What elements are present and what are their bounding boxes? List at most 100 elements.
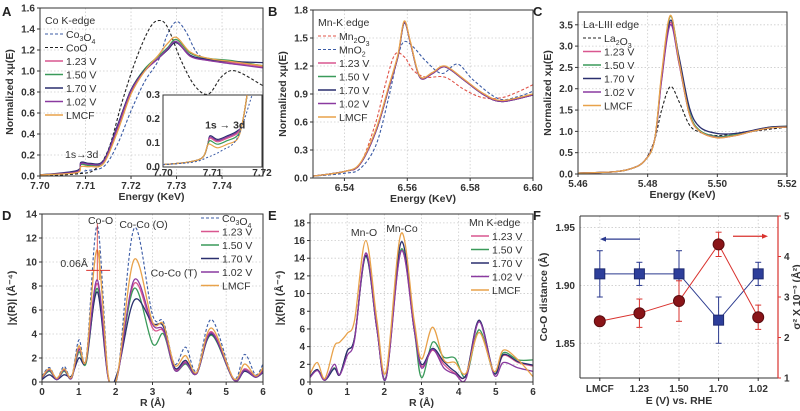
x-axis-label: Energy (KeV) [390, 193, 456, 205]
y-tick-label: 4 [299, 342, 305, 353]
data-point-circle [673, 295, 685, 308]
inset-series-line [162, 94, 248, 166]
legend-title: Mn K-edge [469, 217, 521, 229]
y-tick-label: 0.0 [21, 172, 35, 183]
x-tick-label: 1 [344, 387, 350, 398]
legend-label: 1.50 V [339, 72, 369, 84]
annotation-co-co-t: Co-Co (T) [151, 267, 198, 279]
left-arrow-head [600, 236, 606, 242]
data-point-circle [752, 311, 765, 324]
y-tick-label-right: 2 [784, 333, 790, 344]
legend-label: 1.02 V [492, 272, 522, 284]
legend-title: Mn-K edge [318, 17, 370, 29]
y-tick-label: 2.0 [559, 84, 573, 95]
x-tick-label: 6.60 [523, 183, 543, 194]
annotation-co-o: Co-O [88, 215, 113, 227]
inset: 7.70 7.71 7.72 0.0 0.1 0.2 0.3 1s → 3d [146, 90, 272, 179]
y-tick-label: 8 [299, 307, 305, 318]
x-tick-label: 5.52 [777, 179, 797, 190]
legend-label: Co3O4 [66, 29, 96, 46]
y-tick-label-left: 1.95 [556, 223, 576, 234]
plot-frame [309, 213, 534, 383]
x-axis-label: E (V) vs. RHE [646, 395, 713, 407]
legend-label: 1.70 V [604, 74, 634, 86]
series-group [310, 232, 533, 382]
x-tick-label: 7.74 [212, 181, 232, 192]
legend-label: 1.23 V [66, 56, 96, 68]
y-tick-label: 2.5 [559, 63, 573, 74]
x-tick-label: 7.73 [167, 181, 187, 192]
inset-x-tick: 7.71 [203, 168, 223, 179]
x-tick-label: LMCF [586, 384, 614, 395]
panel-label: B [268, 4, 277, 19]
series-line-lmcf [310, 232, 533, 380]
x-tick-label: 6.58 [460, 183, 480, 194]
x-axis-label: Energy (KeV) [650, 189, 716, 201]
x-axis-label: Energy (KeV) [119, 191, 185, 203]
y-tick-label: 10 [26, 258, 38, 269]
x-tick-label: 5 [493, 387, 499, 398]
legend-label: 1.70 V [222, 254, 252, 266]
panel-label: E [268, 208, 277, 223]
x-tick-label: 3 [150, 387, 156, 398]
series-line-lmcf [42, 249, 263, 382]
y-tick-label: 1.2 [294, 62, 308, 73]
x-tick-label: 1.23 [630, 384, 650, 395]
y-tick-label: 10 [294, 289, 306, 300]
legend-label: 1.02 V [66, 97, 96, 109]
data-point-square [752, 268, 764, 280]
x-tick-label: 3 [419, 387, 425, 398]
y-tick-label: 0.0 [559, 170, 573, 181]
legend-title: La-LIII edge [583, 19, 639, 31]
y-axis-label: |χ(R)| (Å⁻⁴) [273, 271, 286, 326]
x-tick-label: 5 [223, 387, 229, 398]
y-tick-label: 1.8 [294, 6, 308, 17]
y-tick-label: 3.0 [559, 42, 573, 53]
data-point-circle [593, 315, 606, 328]
y-tick-label: 1.6 [21, 4, 35, 15]
y-tick-label: 1.0 [21, 67, 35, 78]
annotation-mn-o: Mn-O [351, 227, 377, 239]
y-tick-label: 12 [294, 271, 306, 282]
panel-a: A 7.70 7.71 7.72 7.73 7.74 0.0 0.2 0.4 0.6 0.8 1.0 1… [2, 4, 272, 204]
y-tick-label: 6 [299, 324, 305, 335]
legend-label: 1.50 V [604, 60, 634, 72]
y-tick-label: 6 [31, 306, 37, 317]
legend-label: LMCF [604, 101, 633, 113]
series-line-lmcf [578, 14, 787, 174]
x-tick-label: 5.48 [638, 179, 658, 190]
y-tick-label: 2 [299, 360, 305, 371]
y-tick-label: 1.2 [21, 46, 35, 57]
data-point-square [594, 268, 606, 280]
y-tick-label-right: 4 [784, 252, 790, 263]
legend-label: 1.50 V [66, 70, 96, 82]
y-tick-label-right: 5 [784, 212, 790, 223]
y-tick-label-right: 1 [784, 374, 790, 385]
annotation-1s-3d: 1s→3d [65, 149, 98, 161]
y-tick-label: 2 [31, 354, 37, 365]
y-tick-label: 14 [294, 254, 306, 265]
x-tick-label: 1.70 [709, 384, 729, 395]
panel-label: C [533, 4, 543, 19]
inset-x-tick: 7.70 [153, 168, 173, 179]
panel-c: C 5.46 5.48 5.50 5.52 0.0 0.5 1.0 1.5 2.0 2.5 3.0 3.… [533, 4, 797, 201]
inset-y-tick: 0.0 [146, 162, 160, 173]
right-arrow-head [762, 233, 768, 239]
x-axis-label: R (Å) [140, 396, 165, 409]
annotation-co-co-o: Co-Co (O) [119, 219, 167, 231]
y-tick-label: 0.9 [294, 90, 308, 101]
inset-y-tick: 0.3 [146, 90, 160, 101]
y-axis-label: |χ(R)| (Å⁻⁴) [5, 271, 18, 326]
panel-b: B 6.54 6.56 6.58 6.60 0.0 0.3 0.6 0.9 1.2 1.5 1.8 En… [268, 4, 543, 205]
legend-label: MnO2 [339, 45, 366, 59]
y-tick-label: 18 [294, 218, 306, 229]
y-tick-label: 0.8 [21, 88, 35, 99]
panel-label: A [2, 4, 12, 19]
plot-frame [41, 213, 264, 383]
legend-label: 1.23 V [222, 227, 252, 239]
x-tick-label: 6 [260, 387, 266, 398]
y-axis-label-right: σ² X 10⁻³ (Å²) [790, 264, 800, 329]
x-tick-label: 6.56 [398, 183, 418, 194]
